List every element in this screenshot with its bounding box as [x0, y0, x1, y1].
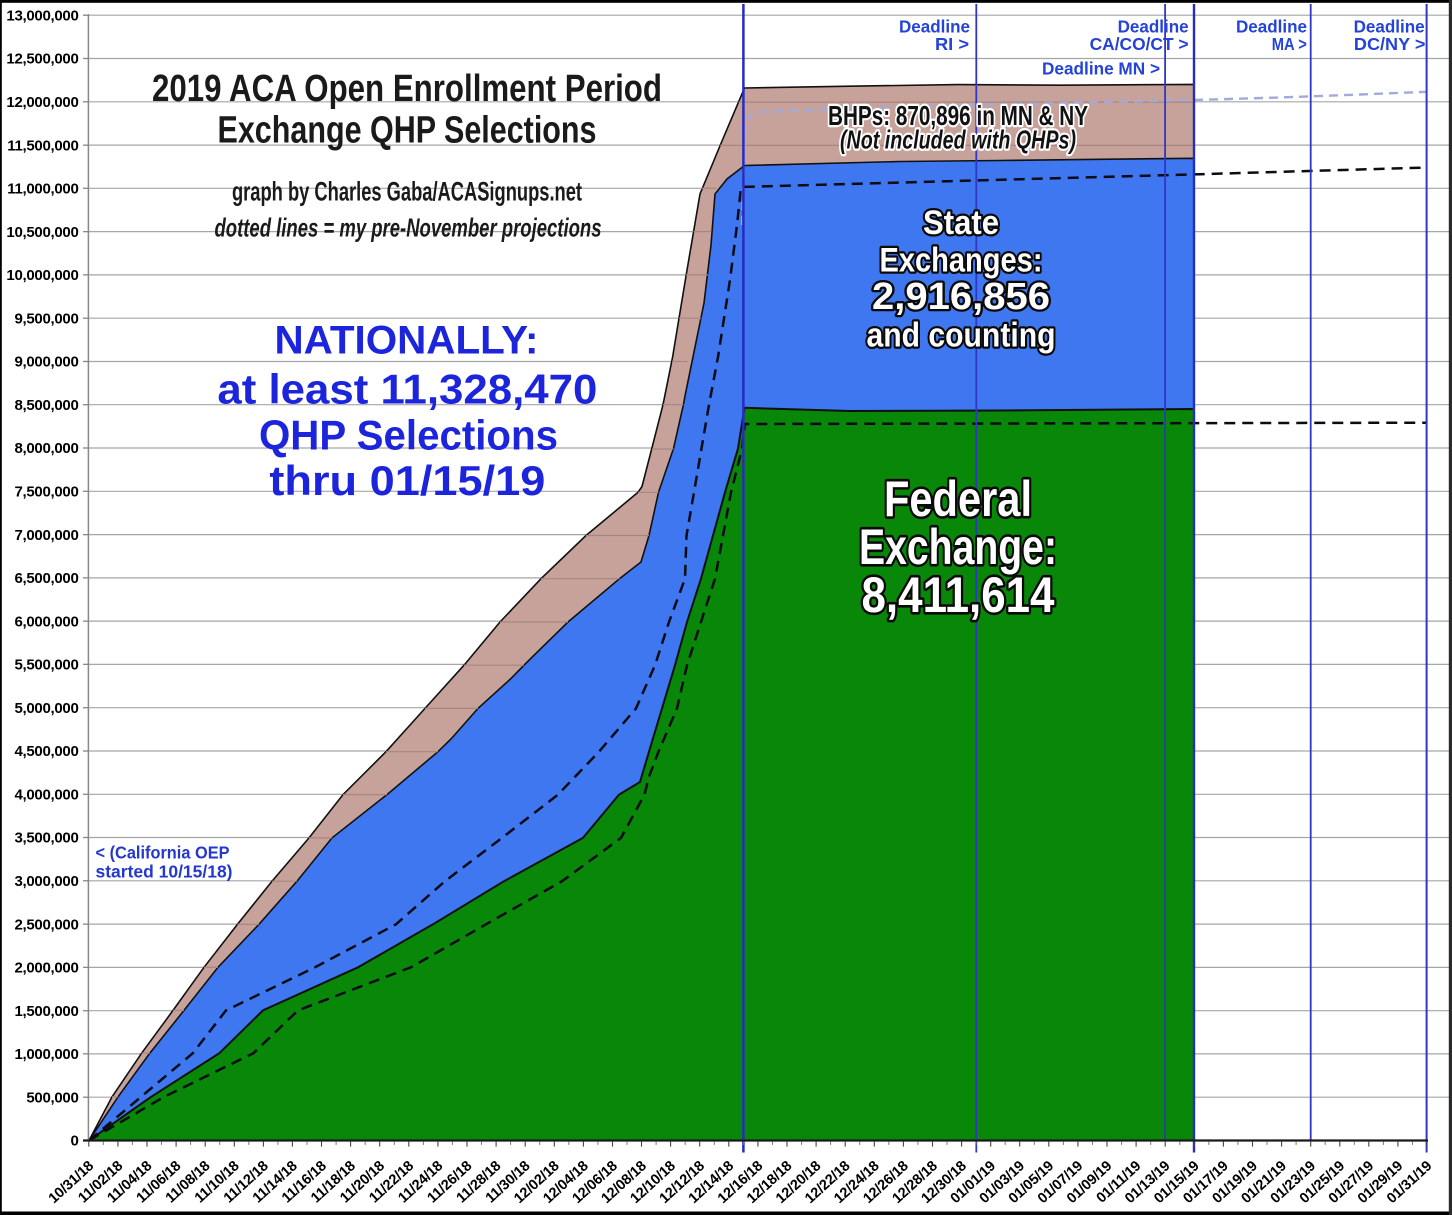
svg-text:BHPs: 870,896 in MN & NY: BHPs: 870,896 in MN & NY: [828, 100, 1088, 131]
svg-text:12,500,000: 12,500,000: [6, 51, 78, 68]
svg-text:8,411,614: 8,411,614: [862, 567, 1055, 623]
svg-text:Deadline: Deadline: [1236, 17, 1307, 37]
svg-text:Federal: Federal: [884, 471, 1032, 527]
svg-text:7,000,000: 7,000,000: [14, 527, 78, 544]
svg-text:Exchanges:: Exchanges:: [880, 242, 1043, 280]
svg-text:thru 01/15/19: thru 01/15/19: [269, 457, 545, 504]
svg-text:QHP Selections: QHP Selections: [259, 411, 558, 458]
svg-text:5,500,000: 5,500,000: [14, 657, 78, 674]
svg-text:graph by Charles Gaba/ACASignu: graph by Charles Gaba/ACASignups.net: [232, 177, 582, 207]
svg-text:Exchange:: Exchange:: [859, 519, 1057, 575]
svg-text:Deadline: Deadline: [1354, 17, 1425, 37]
svg-text:1,000,000: 1,000,000: [14, 1046, 78, 1063]
svg-text:RI >: RI >: [935, 34, 969, 54]
svg-text:7,500,000: 7,500,000: [14, 484, 78, 501]
svg-text:13,000,000: 13,000,000: [6, 7, 78, 24]
svg-text:2,500,000: 2,500,000: [14, 916, 78, 933]
svg-text:8,500,000: 8,500,000: [14, 397, 78, 414]
svg-text:(Not included with QHPs): (Not included with QHPs): [840, 125, 1076, 155]
svg-text:10,000,000: 10,000,000: [6, 267, 78, 284]
svg-text:0: 0: [70, 1133, 78, 1150]
svg-text:2,916,856: 2,916,856: [872, 276, 1050, 318]
svg-text:4,500,000: 4,500,000: [14, 743, 78, 760]
svg-text:DC/NY >: DC/NY >: [1354, 34, 1426, 54]
svg-text:3,000,000: 3,000,000: [14, 873, 78, 890]
svg-text:2019 ACA Open Enrollment Perio: 2019 ACA Open Enrollment Period: [152, 68, 662, 110]
svg-text:2,000,000: 2,000,000: [14, 960, 78, 977]
svg-text:CA/CO/CT >: CA/CO/CT >: [1090, 34, 1189, 54]
svg-text:4,000,000: 4,000,000: [14, 787, 78, 804]
svg-text:11,500,000: 11,500,000: [7, 137, 78, 154]
svg-text:Deadline: Deadline: [899, 17, 970, 37]
svg-text:6,500,000: 6,500,000: [14, 570, 78, 587]
svg-text:at least 11,328,470: at least 11,328,470: [217, 366, 597, 413]
svg-text:11,000,000: 11,000,000: [7, 181, 78, 198]
svg-text:dotted lines = my pre-November: dotted lines = my pre-November projectio…: [215, 213, 602, 243]
svg-text:12,000,000: 12,000,000: [6, 94, 78, 111]
svg-text:Deadline: Deadline: [1118, 17, 1189, 37]
svg-text:started 10/15/18): started 10/15/18): [96, 861, 233, 881]
svg-text:NATIONALLY:: NATIONALLY:: [275, 318, 539, 362]
svg-text:10,500,000: 10,500,000: [6, 224, 78, 241]
svg-text:9,500,000: 9,500,000: [14, 310, 78, 327]
svg-text:8,000,000: 8,000,000: [14, 440, 78, 457]
svg-text:3,500,000: 3,500,000: [14, 830, 78, 847]
svg-text:6,000,000: 6,000,000: [14, 613, 78, 630]
svg-text:5,000,000: 5,000,000: [14, 700, 78, 717]
svg-text:and counting: and counting: [867, 317, 1056, 355]
svg-text:Exchange QHP Selections: Exchange QHP Selections: [218, 110, 597, 152]
svg-text:State: State: [923, 204, 999, 242]
svg-text:500,000: 500,000: [26, 1089, 78, 1106]
svg-text:9,000,000: 9,000,000: [14, 354, 78, 371]
svg-text:Deadline MN >: Deadline MN >: [1042, 59, 1160, 79]
svg-text:MA >: MA >: [1272, 34, 1307, 54]
svg-text:< (California OEP: < (California OEP: [96, 842, 230, 862]
svg-text:1,500,000: 1,500,000: [14, 1003, 78, 1020]
